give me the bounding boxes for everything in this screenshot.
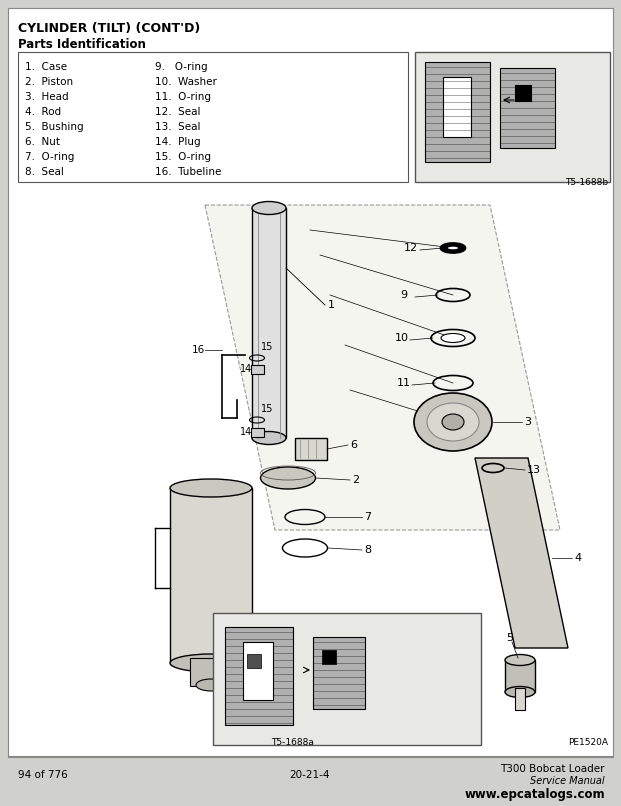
Polygon shape	[205, 205, 560, 530]
Text: 12.  Seal: 12. Seal	[155, 107, 201, 117]
Text: 13.  Seal: 13. Seal	[155, 122, 201, 132]
Text: 7: 7	[364, 512, 371, 522]
Text: 2: 2	[352, 475, 359, 485]
Text: 14: 14	[240, 427, 252, 437]
Text: 7.  O-ring: 7. O-ring	[25, 152, 75, 162]
Ellipse shape	[414, 393, 492, 451]
Text: 5: 5	[507, 633, 514, 643]
Text: 3.  Head: 3. Head	[25, 92, 69, 102]
Text: 16: 16	[192, 345, 206, 355]
Text: 15: 15	[261, 342, 273, 352]
Bar	[252, 208, 286, 438]
Text: www.epcatalogs.com: www.epcatalogs.com	[465, 788, 605, 801]
Bar	[313, 637, 365, 709]
Text: 2.  Piston: 2. Piston	[25, 77, 73, 87]
Text: 94 of 776: 94 of 776	[18, 770, 68, 780]
Text: 5.  Bushing: 5. Bushing	[25, 122, 84, 132]
Bar	[515, 688, 525, 710]
Ellipse shape	[252, 202, 286, 214]
Text: 14.  Plug: 14. Plug	[155, 137, 201, 147]
Text: 15: 15	[261, 404, 273, 414]
Bar	[18, 52, 408, 182]
Text: T5-1688b: T5-1688b	[565, 178, 608, 187]
Ellipse shape	[427, 403, 479, 441]
Bar	[251, 365, 264, 374]
Text: 10: 10	[395, 333, 409, 343]
Text: 4.  Rod: 4. Rod	[25, 107, 61, 117]
Bar	[243, 642, 273, 700]
Ellipse shape	[252, 431, 286, 444]
Bar	[170, 488, 252, 663]
Ellipse shape	[442, 414, 464, 430]
Ellipse shape	[441, 334, 465, 343]
Ellipse shape	[505, 687, 535, 697]
Text: 11.  O-ring: 11. O-ring	[155, 92, 211, 102]
Text: 16.  Tubeline: 16. Tubeline	[155, 167, 221, 177]
Text: 12: 12	[404, 243, 418, 253]
Text: 1: 1	[328, 300, 335, 310]
Bar	[251, 428, 264, 437]
Text: 3: 3	[524, 417, 531, 427]
Ellipse shape	[505, 654, 535, 666]
Text: 1.  Case: 1. Case	[25, 62, 67, 72]
Polygon shape	[475, 458, 568, 648]
Text: Parts Identification: Parts Identification	[18, 38, 146, 51]
Text: 6: 6	[350, 440, 357, 450]
Bar	[443, 77, 471, 137]
Text: 10.  Washer: 10. Washer	[155, 77, 217, 87]
Text: 6.  Nut: 6. Nut	[25, 137, 60, 147]
Bar	[295, 438, 327, 460]
Text: Service Manual: Service Manual	[530, 776, 605, 786]
Bar	[225, 627, 293, 725]
Bar	[425, 62, 490, 162]
Bar	[213, 613, 481, 745]
Text: PE1520A: PE1520A	[568, 738, 608, 747]
Text: 9.   O-ring: 9. O-ring	[155, 62, 207, 72]
Ellipse shape	[196, 679, 226, 691]
Text: T300 Bobcat Loader: T300 Bobcat Loader	[501, 764, 605, 774]
Bar	[190, 658, 232, 686]
Text: 13: 13	[527, 465, 541, 475]
Text: 15.  O-ring: 15. O-ring	[155, 152, 211, 162]
Text: 8.  Seal: 8. Seal	[25, 167, 64, 177]
Bar	[322, 650, 336, 664]
Ellipse shape	[170, 479, 252, 497]
Text: CYLINDER (TILT) (CONT'D): CYLINDER (TILT) (CONT'D)	[18, 22, 200, 35]
Text: 4: 4	[574, 553, 581, 563]
Text: 8: 8	[364, 545, 371, 555]
Ellipse shape	[170, 654, 252, 672]
Text: 20-21-4: 20-21-4	[290, 770, 330, 780]
Bar	[415, 52, 610, 182]
Bar	[505, 660, 535, 692]
Text: 9: 9	[400, 290, 407, 300]
Bar	[515, 85, 531, 101]
Ellipse shape	[441, 243, 465, 252]
Ellipse shape	[260, 467, 315, 489]
Text: T5-1688a: T5-1688a	[271, 738, 314, 747]
Bar	[500, 68, 555, 148]
Text: 14: 14	[240, 364, 252, 374]
Ellipse shape	[447, 246, 459, 250]
Bar	[247, 654, 261, 668]
Text: 11: 11	[397, 378, 411, 388]
